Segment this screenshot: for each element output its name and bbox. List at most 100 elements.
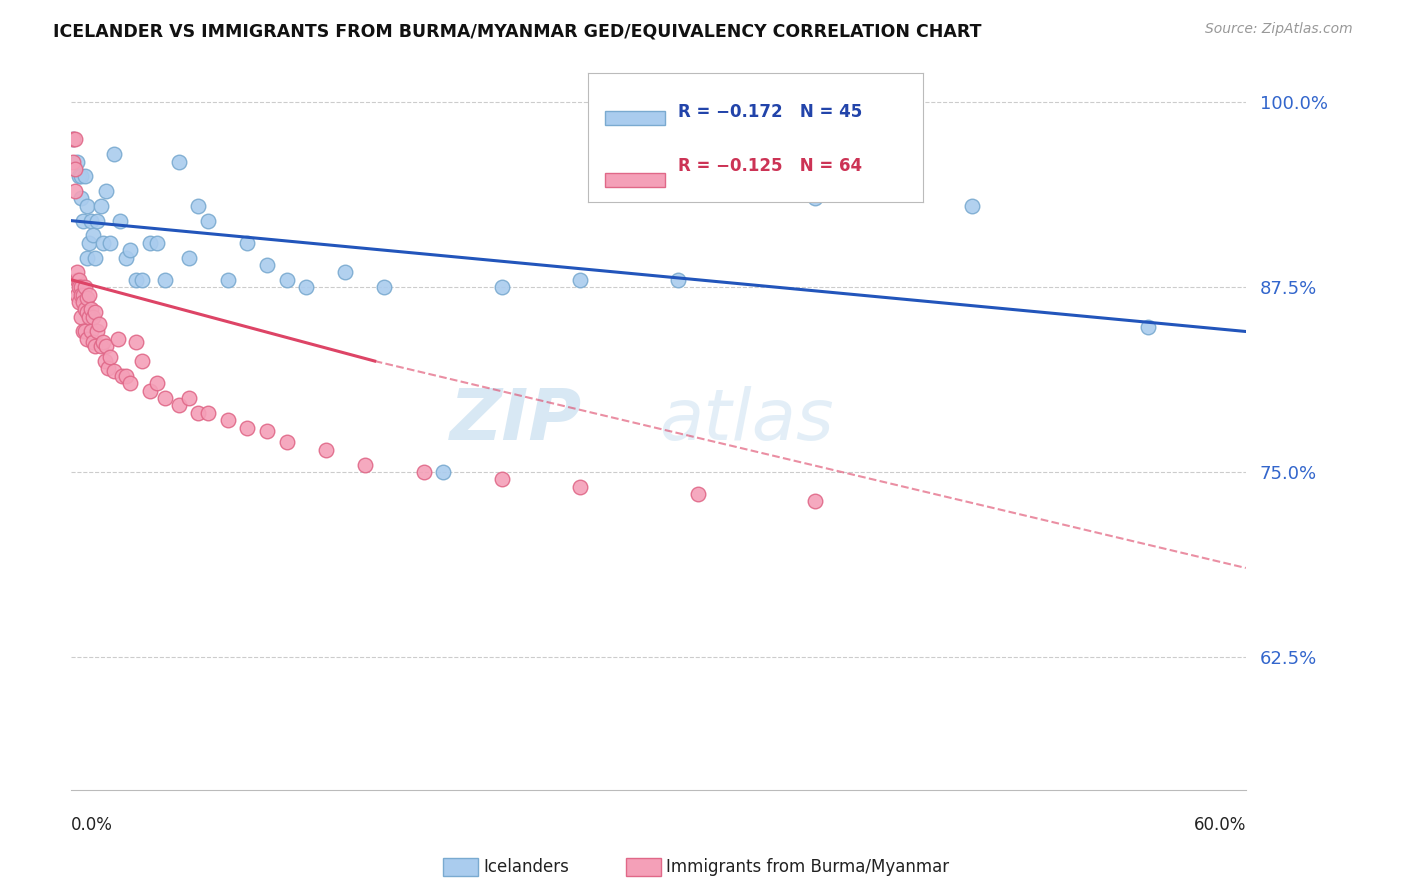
Point bbox=[177, 391, 200, 405]
Point bbox=[96, 184, 118, 198]
Point bbox=[217, 413, 239, 427]
Point bbox=[70, 169, 93, 184]
Point bbox=[70, 280, 93, 294]
Point bbox=[155, 273, 177, 287]
Point bbox=[666, 273, 689, 287]
Point bbox=[197, 213, 219, 227]
Point bbox=[354, 458, 377, 472]
Point bbox=[83, 305, 105, 319]
Point bbox=[118, 376, 141, 391]
Point bbox=[72, 294, 94, 309]
Point bbox=[115, 368, 138, 383]
Point bbox=[335, 265, 357, 279]
Point bbox=[125, 273, 148, 287]
Point bbox=[63, 132, 86, 146]
Point bbox=[87, 317, 110, 331]
Point bbox=[103, 364, 125, 378]
Point bbox=[108, 213, 131, 227]
Point bbox=[217, 273, 239, 287]
Point bbox=[373, 280, 395, 294]
Point bbox=[62, 132, 84, 146]
Point bbox=[1136, 320, 1159, 334]
Point bbox=[131, 273, 153, 287]
Point bbox=[412, 465, 434, 479]
Point bbox=[118, 244, 141, 258]
Point bbox=[804, 494, 827, 508]
Point bbox=[77, 287, 100, 301]
Point bbox=[76, 199, 98, 213]
Text: ZIP: ZIP bbox=[450, 385, 582, 455]
Point bbox=[146, 235, 169, 250]
Point bbox=[187, 199, 209, 213]
Point bbox=[187, 406, 209, 420]
Point bbox=[432, 465, 454, 479]
Point bbox=[167, 398, 190, 412]
Point bbox=[73, 280, 96, 294]
Point bbox=[91, 235, 114, 250]
Point bbox=[97, 361, 120, 376]
Point bbox=[86, 213, 108, 227]
Point bbox=[686, 487, 709, 501]
Point bbox=[197, 406, 219, 420]
Point bbox=[256, 258, 278, 272]
Point bbox=[100, 350, 122, 364]
Text: ICELANDER VS IMMIGRANTS FROM BURMA/MYANMAR GED/EQUIVALENCY CORRELATION CHART: ICELANDER VS IMMIGRANTS FROM BURMA/MYANM… bbox=[53, 22, 981, 40]
Point bbox=[63, 184, 86, 198]
Point bbox=[295, 280, 318, 294]
Point bbox=[73, 302, 96, 317]
Point bbox=[960, 199, 983, 213]
Point bbox=[82, 310, 104, 324]
Point bbox=[70, 192, 93, 206]
Point bbox=[80, 213, 103, 227]
Text: Source: ZipAtlas.com: Source: ZipAtlas.com bbox=[1205, 22, 1353, 37]
Point bbox=[804, 192, 827, 206]
Point bbox=[66, 287, 89, 301]
Point bbox=[146, 376, 169, 391]
Point bbox=[115, 251, 138, 265]
Point bbox=[86, 325, 108, 339]
Point bbox=[76, 291, 98, 305]
Point bbox=[70, 310, 93, 324]
Point bbox=[83, 251, 105, 265]
Point bbox=[96, 339, 118, 353]
Point bbox=[276, 435, 298, 450]
Point bbox=[73, 325, 96, 339]
Point bbox=[167, 154, 190, 169]
Text: atlas: atlas bbox=[658, 385, 834, 455]
Point bbox=[80, 325, 103, 339]
Point bbox=[67, 280, 90, 294]
Point bbox=[138, 235, 160, 250]
Point bbox=[90, 199, 112, 213]
Point bbox=[66, 154, 89, 169]
Point bbox=[72, 287, 94, 301]
Point bbox=[90, 339, 112, 353]
Point bbox=[67, 294, 90, 309]
Point bbox=[77, 235, 100, 250]
Text: Immigrants from Burma/Myanmar: Immigrants from Burma/Myanmar bbox=[666, 858, 949, 876]
Point bbox=[83, 339, 105, 353]
Point bbox=[73, 169, 96, 184]
Point bbox=[62, 132, 84, 146]
Point bbox=[62, 154, 84, 169]
Point bbox=[66, 265, 89, 279]
Point bbox=[491, 472, 513, 486]
Point bbox=[256, 424, 278, 438]
Point bbox=[72, 325, 94, 339]
Point bbox=[91, 334, 114, 349]
Point bbox=[77, 310, 100, 324]
Point bbox=[80, 302, 103, 317]
Point bbox=[82, 228, 104, 243]
Point bbox=[569, 480, 592, 494]
Point bbox=[100, 235, 122, 250]
Point bbox=[569, 273, 592, 287]
Point bbox=[276, 273, 298, 287]
Point bbox=[107, 332, 129, 346]
Point bbox=[63, 161, 86, 176]
Point bbox=[131, 354, 153, 368]
Point bbox=[491, 280, 513, 294]
Point bbox=[236, 420, 259, 434]
Text: 60.0%: 60.0% bbox=[1194, 816, 1246, 834]
Point bbox=[111, 368, 134, 383]
Point bbox=[67, 273, 90, 287]
Point bbox=[155, 391, 177, 405]
